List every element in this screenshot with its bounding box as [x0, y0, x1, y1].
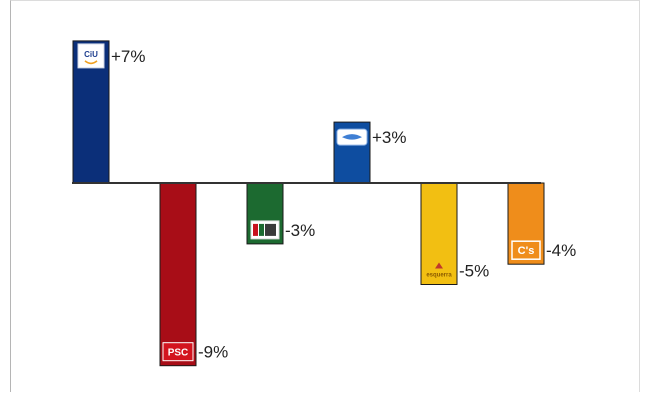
bars-group — [72, 40, 545, 367]
labels-group: CiU +7% PSC -9% -3% +3% esquerra -5% C's -4% — [77, 43, 576, 362]
logo-text: C's — [518, 245, 535, 257]
logo-background — [511, 240, 541, 260]
logo-background — [162, 342, 194, 362]
party-logo-psc: PSC — [162, 342, 194, 362]
chart-frame — [10, 0, 640, 392]
value-label-ciu: +7% — [111, 47, 146, 66]
logo-mark-dark — [265, 223, 276, 236]
logo-smile — [84, 60, 98, 65]
logo-gull — [342, 134, 362, 140]
party-logo-esquerra: esquerra — [426, 262, 452, 279]
party-logo-cs: C's — [511, 240, 541, 260]
party-logo-pp — [336, 128, 368, 146]
logo-mark-green — [259, 223, 264, 236]
logo-text: esquerra — [426, 273, 452, 279]
value-label-pp: +3% — [372, 128, 407, 147]
bar-psc — [159, 182, 197, 367]
party-logo-ciu: CiU — [77, 43, 105, 69]
logo-mark-red — [253, 223, 258, 236]
bar-erc — [420, 182, 458, 285]
logo-flame — [435, 262, 443, 269]
party-logo-icv — [250, 220, 280, 240]
logo-text: PSC — [168, 348, 189, 359]
logo-text: CiU — [84, 50, 98, 59]
value-label-psc: -9% — [198, 343, 228, 362]
value-label-cs: -4% — [546, 241, 576, 260]
value-label-icv: -3% — [285, 221, 315, 240]
value-label-erc: -5% — [459, 262, 489, 281]
